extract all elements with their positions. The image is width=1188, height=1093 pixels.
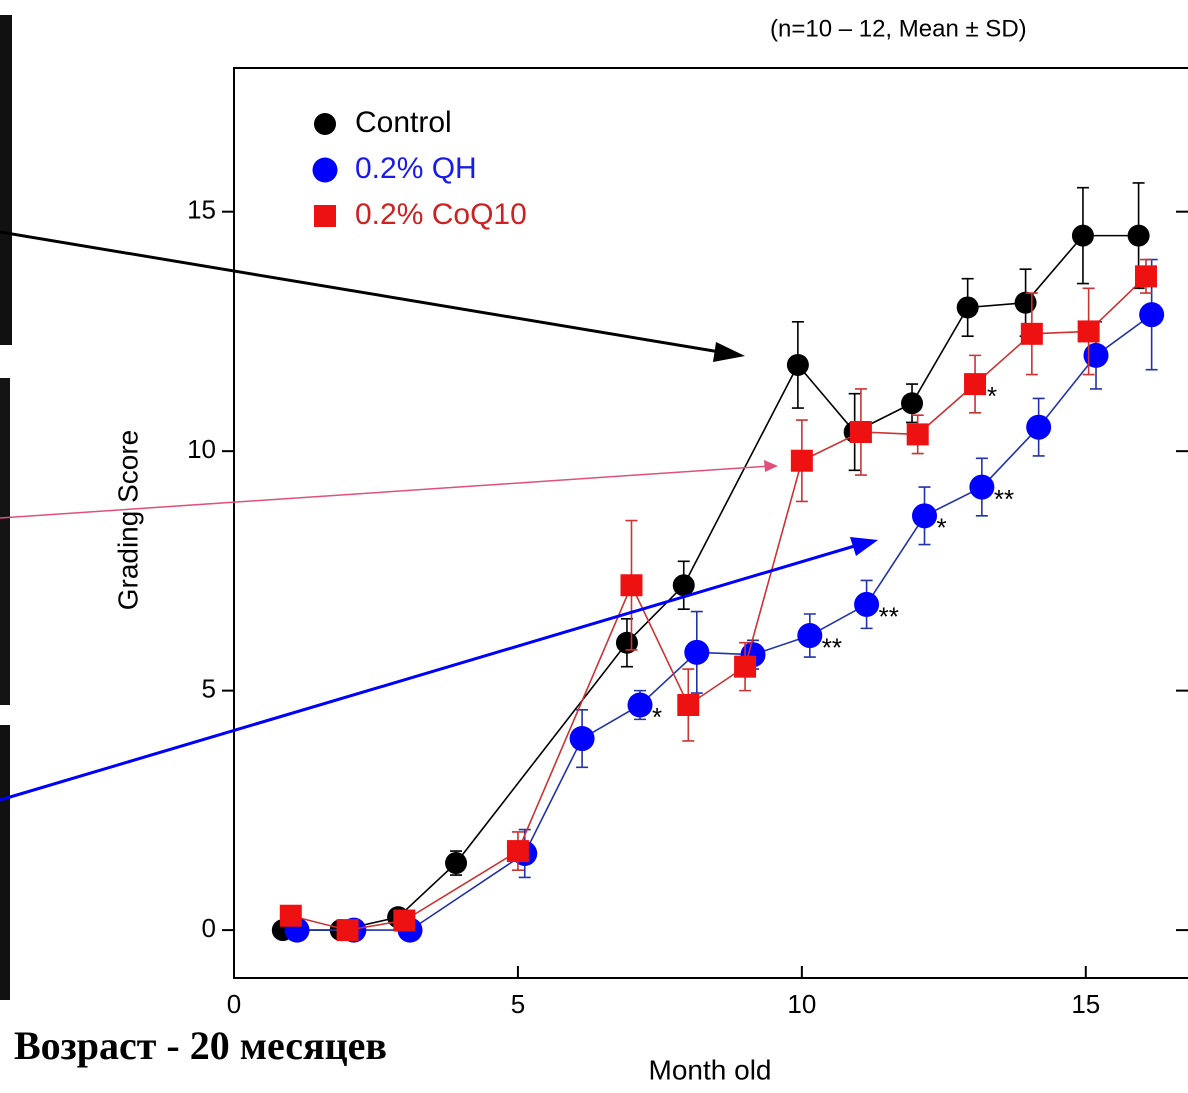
marker: [684, 639, 710, 665]
significance-label: **: [994, 484, 1014, 514]
marker: [790, 449, 813, 472]
marker: [1127, 224, 1150, 247]
x-tick-label: 0: [227, 989, 241, 1019]
x-tick-label: 15: [1071, 989, 1100, 1019]
caption: Возраст - 20 месяцев: [14, 1023, 387, 1068]
marker: [1026, 414, 1052, 440]
photo-panel: [0, 15, 12, 345]
marker: [956, 296, 979, 319]
marker: [964, 373, 987, 396]
marker: [1014, 291, 1037, 314]
y-axis-label: Grading Score: [112, 430, 143, 611]
significance-label: *: [937, 513, 947, 543]
legend-marker: [314, 205, 336, 227]
arrow: [0, 230, 739, 357]
marker: [901, 392, 924, 415]
arrow: [0, 540, 869, 802]
marker: [393, 909, 416, 932]
marker: [445, 852, 468, 875]
series-line: [282, 234, 1139, 931]
arrow-head: [764, 460, 778, 472]
marker: [1071, 224, 1094, 247]
marker: [912, 503, 938, 529]
marker: [1139, 302, 1165, 328]
arrow: [0, 465, 771, 519]
marker: [615, 631, 638, 654]
y-tick-label: 10: [187, 434, 216, 464]
series-line: [297, 314, 1153, 931]
marker: [1083, 342, 1109, 368]
arrow-head: [850, 537, 878, 556]
x-tick-label: 5: [511, 989, 525, 1019]
marker: [672, 574, 695, 597]
marker: [906, 423, 929, 446]
marker: [1020, 322, 1043, 345]
marker: [620, 574, 643, 597]
y-tick-label: 5: [202, 674, 216, 704]
marker: [1134, 265, 1157, 288]
significance-label: *: [652, 702, 662, 732]
legend-label: 0.2% QH: [355, 152, 477, 185]
legend-marker: [314, 113, 336, 135]
y-tick-label: 15: [187, 195, 216, 225]
significance-label: **: [879, 601, 899, 631]
marker: [627, 692, 653, 718]
marker: [854, 591, 880, 617]
marker: [506, 840, 529, 863]
series-line: [290, 275, 1147, 931]
axis-frame: [233, 67, 1188, 979]
legend-marker: [312, 157, 338, 183]
marker: [734, 655, 757, 678]
subtitle: (n=10 – 12, Mean ± SD): [770, 15, 1027, 42]
x-axis-label: Month old: [649, 1054, 772, 1085]
arrow-head: [713, 342, 745, 362]
marker: [336, 919, 359, 942]
photo-panel: [0, 378, 10, 705]
marker: [569, 726, 595, 752]
marker: [786, 353, 809, 376]
legend-label: Control: [355, 106, 452, 139]
marker: [797, 623, 823, 649]
significance-label: **: [822, 632, 842, 662]
marker: [969, 474, 995, 500]
significance-label: *: [987, 381, 997, 411]
marker: [1077, 320, 1100, 343]
x-tick-label: 10: [787, 989, 816, 1019]
photo-panel: [0, 725, 10, 1000]
y-tick-label: 0: [202, 913, 216, 943]
marker: [279, 904, 302, 927]
marker: [677, 694, 700, 716]
marker: [849, 421, 872, 443]
legend-label: 0.2% CoQ10: [355, 198, 527, 231]
